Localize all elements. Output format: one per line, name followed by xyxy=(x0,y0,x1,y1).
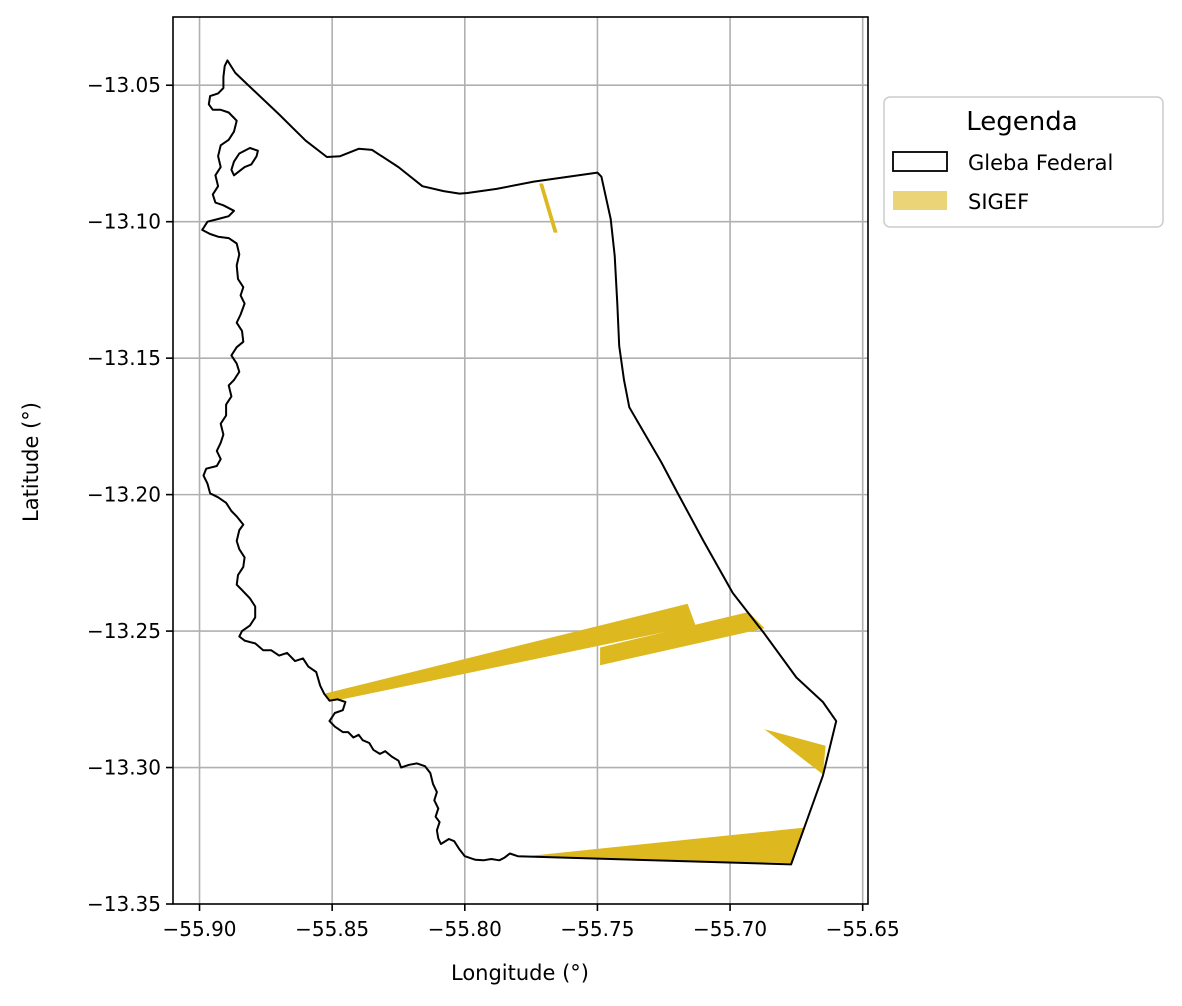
y-tick-label: −13.20 xyxy=(87,483,161,507)
y-tick-label: −13.25 xyxy=(87,619,161,643)
y-axis-label: Latitude (°) xyxy=(19,402,43,522)
gleba-federal-layer xyxy=(201,59,838,866)
y-tick-label: −13.15 xyxy=(87,346,161,370)
x-tick-label: −55.80 xyxy=(428,917,502,941)
y-tick-label: −13.10 xyxy=(87,210,161,234)
x-tick-label: −55.85 xyxy=(295,917,369,941)
y-tick-label: −13.05 xyxy=(87,73,161,97)
legend-label-sigef: SIGEF xyxy=(968,190,1029,214)
sigef-parcel xyxy=(517,827,805,864)
gleba-federal-boundary xyxy=(201,59,838,866)
legend-swatch-gleba-federal xyxy=(892,151,948,172)
x-tick-label: −55.75 xyxy=(560,917,634,941)
plot-background xyxy=(173,17,868,904)
sigef-parcel xyxy=(324,603,696,702)
gleba-federal-island xyxy=(230,147,259,177)
y-axis-ticks: −13.05 −13.10 −13.15 −13.20 −13.25 −13.30 −13.… xyxy=(87,73,173,916)
legend-title: Legenda xyxy=(966,107,1077,137)
x-axis-label: Longitude (°) xyxy=(451,961,589,985)
y-tick-label: −13.30 xyxy=(87,756,161,780)
plot-area: −55.90 −55.85 −55.80 −55.75 −55.70 −55.65 −13… xyxy=(87,16,900,941)
sigef-parcel xyxy=(539,183,558,233)
legend: Legenda Gleba Federal SIGEF xyxy=(883,96,1164,228)
sigef-parcel xyxy=(600,612,765,666)
x-tick-label: −55.90 xyxy=(163,917,237,941)
plot-frame xyxy=(172,16,869,905)
legend-box xyxy=(883,96,1164,228)
grid-lines xyxy=(173,17,868,904)
sigef-layer xyxy=(324,183,826,864)
x-tick-label: −55.65 xyxy=(826,917,900,941)
sigef-parcel xyxy=(764,729,826,775)
legend-swatch-sigef xyxy=(893,191,947,210)
x-tick-label: −55.70 xyxy=(693,917,767,941)
legend-label-gleba-federal: Gleba Federal xyxy=(968,151,1113,175)
y-tick-label: −13.35 xyxy=(87,892,161,916)
x-axis-ticks: −55.90 −55.85 −55.80 −55.75 −55.70 −55.65 xyxy=(163,904,900,941)
